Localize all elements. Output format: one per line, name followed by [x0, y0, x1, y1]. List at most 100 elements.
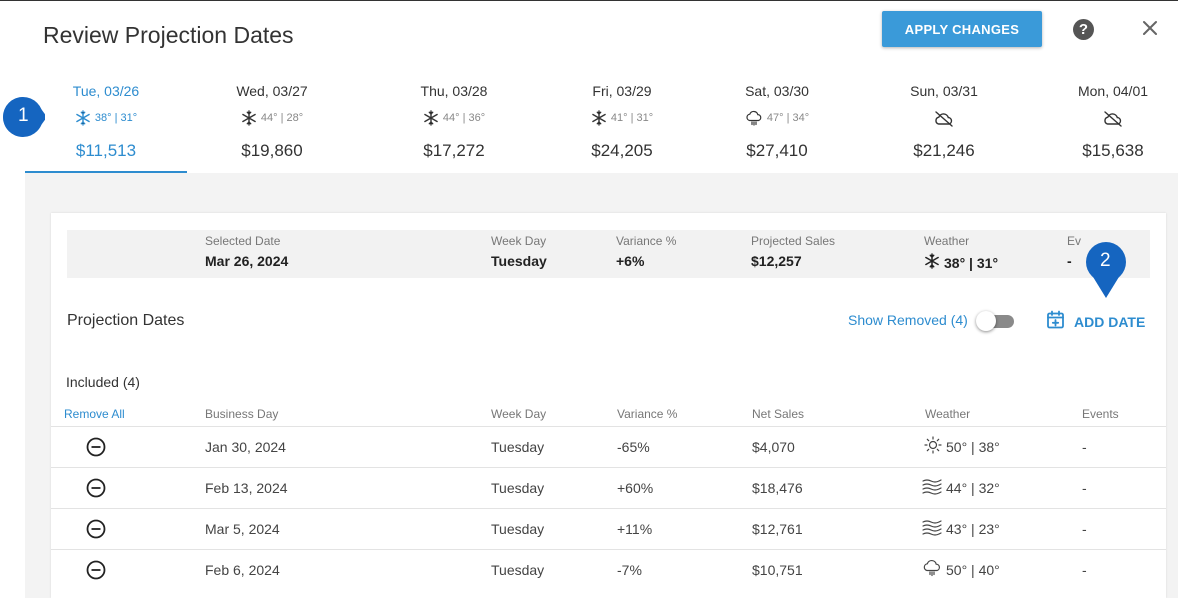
table-row: Mar 5, 2024 Tuesday +11% $12,761 43° | 2… [51, 508, 1166, 549]
day-sales: $15,638 [1082, 141, 1144, 160]
cell-events: - [1082, 439, 1087, 455]
close-icon[interactable] [1140, 18, 1160, 38]
snowflake-icon [423, 110, 439, 126]
header-weather: Weather [925, 407, 971, 421]
callout-marker-1: 1 [1, 95, 47, 139]
summary-label: Selected Date [205, 234, 281, 248]
day-sales: $19,860 [241, 141, 303, 160]
cell-net-sales: $4,070 [752, 439, 795, 455]
included-count: Included (4) [66, 374, 140, 390]
cell-week-day: Tuesday [491, 562, 545, 578]
cell-weather-text: 43° | 23° [946, 520, 1000, 537]
day-sales: $24,205 [591, 141, 653, 160]
summary-projected-sales: Projected Sales $12,257 [751, 234, 835, 269]
help-circle-icon[interactable]: ? [1073, 19, 1094, 40]
snowflake-icon [75, 110, 91, 126]
summary-value: +6% [616, 253, 645, 269]
top-border [0, 0, 1178, 1]
summary-label: Week Day [491, 234, 547, 248]
header-events: Events [1082, 407, 1119, 421]
dialog-header: Review Projection Dates APPLY CHANGES ? [0, 0, 1178, 70]
day-sales: $11,513 [75, 141, 137, 160]
summary-label: Ev [1067, 234, 1082, 248]
cell-variance: -7% [617, 562, 642, 578]
wind-icon [922, 477, 942, 498]
apply-changes-button[interactable]: APPLY CHANGES [882, 11, 1042, 47]
table-row: Feb 13, 2024 Tuesday +60% $18,476 44° | … [51, 467, 1166, 508]
cell-net-sales: $10,751 [752, 562, 803, 578]
show-removed-toggle[interactable] [976, 311, 1014, 331]
cell-net-sales: $12,761 [752, 521, 803, 537]
day-weather-text: 41° | 31° [610, 112, 654, 124]
day-weather [863, 110, 1025, 128]
callout-marker-2: 2 [1084, 240, 1128, 298]
day-tab-5[interactable]: Sun, 03/31 $21,246 [863, 70, 1025, 173]
cell-week-day: Tuesday [491, 480, 545, 496]
day-label: Sat, 03/30 [745, 83, 809, 99]
remove-circle-icon[interactable] [86, 519, 106, 539]
day-tab-6[interactable]: Mon, 04/01 $15,638 [1032, 70, 1178, 173]
snowflake-icon [591, 110, 607, 126]
summary-value: $12,257 [751, 253, 802, 269]
day-label: Mon, 04/01 [1077, 83, 1149, 99]
remove-circle-icon[interactable] [86, 478, 106, 498]
snowflake-icon [924, 253, 940, 272]
summary-variance: Variance % +6% [616, 234, 676, 269]
day-weather: 44° | 28° [191, 110, 353, 126]
day-tab-3[interactable]: Fri, 03/29 41° | 31° $24,205 [541, 70, 703, 173]
cell-variance: +11% [617, 521, 653, 537]
add-date-button[interactable]: ADD DATE [1046, 310, 1145, 333]
show-removed-label[interactable]: Show Removed (4) [848, 312, 968, 328]
day-weather-text: 47° | 34° [766, 112, 810, 124]
toggle-knob [976, 311, 996, 331]
day-tab-0[interactable]: Tue, 03/26 38° | 31° $11,513 [25, 70, 187, 173]
day-weather-text: 38° | 31° [94, 112, 138, 124]
cell-week-day: Tuesday [491, 439, 545, 455]
day-label: Wed, 03/27 [236, 83, 308, 99]
day-weather: 47° | 34° [696, 110, 858, 126]
day-label: Sun, 03/31 [910, 83, 978, 99]
sun-icon [924, 436, 942, 457]
cell-business-day: Feb 6, 2024 [205, 562, 280, 578]
day-weather: 41° | 31° [541, 110, 703, 126]
summary-selected-date: Selected Date Mar 26, 2024 [205, 234, 288, 269]
day-tabs: Tue, 03/26 38° | 31° $11,513 Wed, 03/27 … [25, 70, 1178, 173]
day-label: Tue, 03/26 [72, 83, 140, 99]
cell-business-day: Mar 5, 2024 [205, 521, 280, 537]
day-weather-text: 44° | 28° [260, 112, 304, 124]
table-row: Feb 6, 2024 Tuesday -7% $10,751 50° | 40… [51, 549, 1166, 590]
day-sales: $17,272 [423, 141, 485, 160]
day-tab-2[interactable]: Thu, 03/28 44° | 36° $17,272 [373, 70, 535, 173]
wind-icon [922, 518, 942, 539]
selected-date-summary: Selected Date Mar 26, 2024 Week Day Tues… [67, 230, 1150, 278]
cell-business-day: Feb 13, 2024 [205, 480, 288, 496]
table-row: Jan 30, 2024 Tuesday -65% $4,070 50° | 3… [51, 426, 1166, 467]
remove-circle-icon[interactable] [86, 560, 106, 580]
summary-events: Ev - [1067, 234, 1081, 269]
remove-circle-icon[interactable] [86, 437, 106, 457]
summary-label: Variance % [616, 234, 677, 248]
day-weather-text: 44° | 36° [442, 112, 486, 124]
header-business-day: Business Day [205, 407, 279, 421]
snowflake-icon [241, 110, 257, 126]
summary-value: Tuesday [491, 253, 547, 269]
callout-number: 1 [18, 105, 29, 126]
header-week-day: Week Day [491, 407, 547, 421]
summary-label: Projected Sales [751, 234, 836, 248]
summary-weather-text: 38° | 31° [944, 254, 999, 271]
day-weather [1032, 110, 1178, 128]
day-weather: 38° | 31° [25, 110, 187, 126]
summary-value: Mar 26, 2024 [205, 253, 289, 269]
cell-weather-text: 50° | 40° [946, 561, 1000, 578]
summary-label: Weather [924, 234, 970, 248]
cell-events: - [1082, 562, 1087, 578]
day-tab-1[interactable]: Wed, 03/27 44° | 28° $19,860 [191, 70, 353, 173]
cell-events: - [1082, 480, 1087, 496]
day-tab-4[interactable]: Sat, 03/30 47° | 34° $27,410 [696, 70, 858, 173]
cell-variance: +60% [617, 480, 654, 496]
header-variance: Variance % [617, 407, 678, 421]
cell-weather-text: 44° | 32° [946, 479, 1000, 496]
cell-weather: 50° | 38° [924, 436, 1000, 457]
day-sales: $27,410 [746, 141, 808, 160]
remove-all-link[interactable]: Remove All [64, 407, 125, 421]
